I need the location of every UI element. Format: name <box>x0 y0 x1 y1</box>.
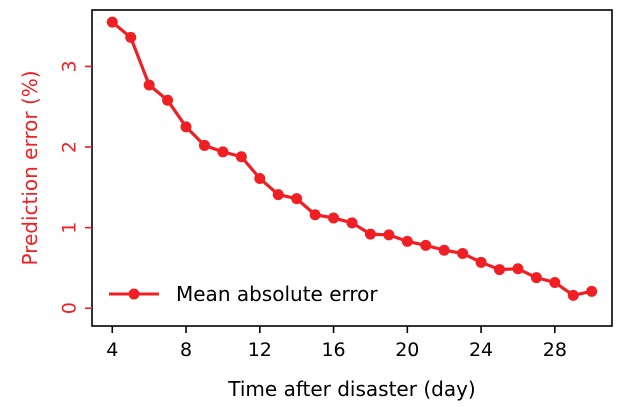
y-axis-title: Prediction error (%) <box>18 70 42 265</box>
x-tick-label: 20 <box>395 339 419 361</box>
x-tick-label: 24 <box>469 339 493 361</box>
y-tick-label: 1 <box>59 222 81 234</box>
data-point <box>567 289 579 301</box>
x-tick-label: 12 <box>248 339 272 361</box>
plot-frame <box>91 9 613 327</box>
data-point <box>198 139 210 151</box>
data-point <box>475 256 487 268</box>
data-point <box>420 239 432 251</box>
x-axis-ticks: 4 8 12 16 20 24 28 <box>106 326 567 361</box>
x-tick-label: 4 <box>106 339 118 361</box>
legend-label: Mean absolute error <box>176 282 378 306</box>
data-point <box>162 94 174 106</box>
x-tick-label: 8 <box>180 339 192 361</box>
data-point <box>364 228 376 240</box>
data-point <box>235 151 247 163</box>
y-tick-label: 3 <box>59 60 81 72</box>
data-point <box>346 217 358 229</box>
data-point <box>291 193 303 205</box>
data-point <box>106 16 118 28</box>
data-point <box>254 172 266 184</box>
x-axis-title: Time after disaster (day) <box>227 377 475 401</box>
data-point <box>530 272 542 284</box>
data-point <box>272 189 284 201</box>
data-point <box>457 247 469 259</box>
data-point <box>180 121 192 133</box>
series-layer <box>106 16 598 301</box>
legend: Mean absolute error <box>109 282 378 306</box>
x-tick-label: 28 <box>543 339 567 361</box>
data-point <box>383 229 395 241</box>
data-point <box>586 285 598 297</box>
data-point <box>494 264 506 276</box>
data-point <box>217 146 229 158</box>
data-point <box>328 212 340 224</box>
data-point <box>549 276 561 288</box>
y-axis-ticks: 0 1 2 3 <box>59 60 92 314</box>
data-point <box>309 209 321 221</box>
data-point <box>438 244 450 256</box>
legend-marker-icon <box>128 288 140 300</box>
data-point <box>125 31 137 43</box>
x-tick-label: 16 <box>321 339 345 361</box>
series-line <box>111 20 593 297</box>
y-tick-label: 0 <box>59 302 81 314</box>
data-point <box>401 235 413 247</box>
y-tick-label: 2 <box>59 141 81 153</box>
data-point <box>512 263 524 275</box>
data-point <box>143 79 155 91</box>
